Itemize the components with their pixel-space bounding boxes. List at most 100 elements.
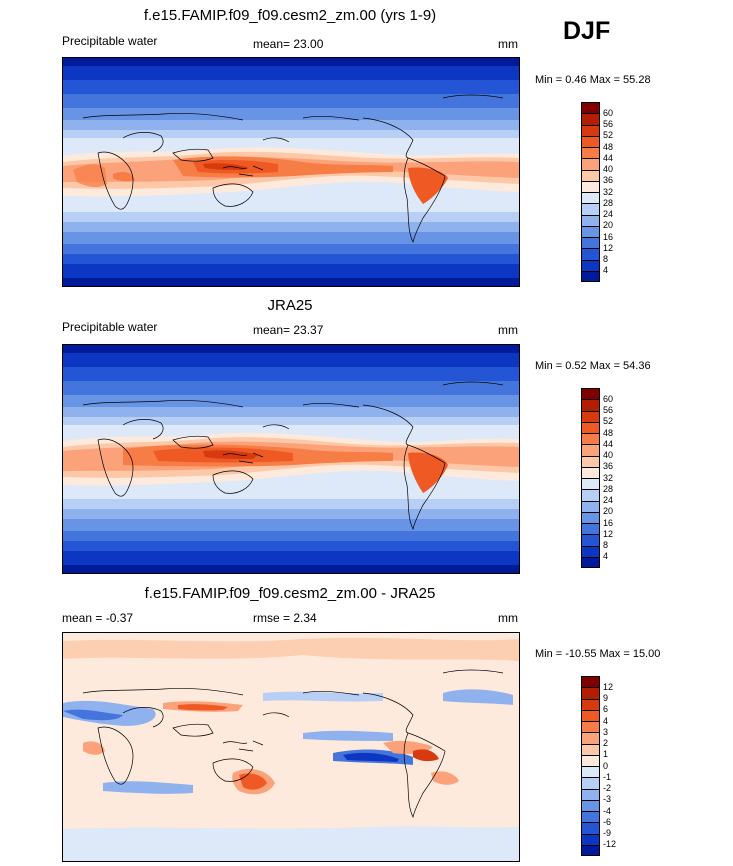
colorbar-tick-label: 1 <box>603 749 609 760</box>
colorbar-swatch <box>581 709 600 721</box>
panel-3-title: f.e15.FAMIP.f09_f09.cesm2_zm.00 - JRA25 <box>144 585 436 602</box>
panel-2-units: mm <box>498 323 518 337</box>
colorbar-swatch <box>581 478 600 490</box>
colorbar-tick-label: -2 <box>603 783 612 793</box>
season-label: DJF <box>563 17 611 45</box>
colorbar-swatch <box>581 511 600 523</box>
colorbar-swatch <box>581 844 600 856</box>
colorbar-swatch <box>581 822 600 834</box>
colorbar-swatch <box>581 180 600 192</box>
colorbar-swatch <box>581 534 600 546</box>
colorbar-swatch <box>581 225 600 237</box>
colorbar-tick-label: 20 <box>603 506 614 517</box>
colorbar-tick-label: 8 <box>603 254 609 264</box>
colorbar-tick-label: 48 <box>603 427 614 438</box>
colorbar-tick-label: 8 <box>603 540 609 550</box>
colorbar-tick-label: -12 <box>603 839 617 850</box>
colorbar-swatch <box>581 687 600 699</box>
panel-3-mean: mean = -0.37 <box>62 611 134 625</box>
colorbar-swatch <box>581 248 600 260</box>
colorbar-tick-label: 52 <box>603 130 614 141</box>
colorbar-swatch <box>581 169 600 181</box>
colorbar-frame <box>581 102 600 282</box>
colorbar-swatch <box>581 500 600 512</box>
panel-2-map-field <box>63 345 519 573</box>
colorbar-swatch <box>581 766 600 778</box>
panel-2-colorbar: 60 56 52 48 44 40 36 32 28 24 20 16 12 8 4 <box>581 388 613 568</box>
colorbar-tick-label: 60 <box>603 107 614 118</box>
colorbar-tick-label: 56 <box>603 119 614 129</box>
colorbar-swatch <box>581 489 600 501</box>
panel-3-colorbar: 12 9 6 4 3 2 1 0 -1 -2 -3 -4 -6 -9 -12 <box>581 676 616 856</box>
colorbar-tick-label: 52 <box>603 416 614 427</box>
panel-3-units: mm <box>498 611 518 625</box>
colorbar-tick-label: 56 <box>603 405 614 415</box>
panel-3-minmax: Min = -10.55 Max = 15.00 <box>535 648 661 660</box>
panel-1-minmax: Min = 0.46 Max = 55.28 <box>535 74 651 86</box>
colorbar-tick-label: 44 <box>603 152 614 163</box>
colorbar-swatch <box>581 466 600 478</box>
colorbar-tick-label: 48 <box>603 141 614 152</box>
colorbar-swatch <box>581 158 600 170</box>
panel-2-title: JRA25 <box>267 297 313 314</box>
colorbar-tick-label: 4 <box>603 551 609 562</box>
colorbar-tick-label: 32 <box>603 472 614 483</box>
colorbar-tick-label: 16 <box>603 231 614 242</box>
panel-2-map <box>62 344 520 574</box>
colorbar-swatch <box>581 455 600 467</box>
colorbar-swatch <box>581 799 600 811</box>
colorbar-swatch <box>581 788 600 800</box>
colorbar-swatch <box>581 237 600 249</box>
panel-1-map <box>62 57 520 287</box>
colorbar-tick-label: 12 <box>603 242 614 253</box>
colorbar-swatch <box>581 270 600 282</box>
colorbar-tick-label: -3 <box>603 794 612 805</box>
colorbar-tick-label: 4 <box>603 715 609 726</box>
colorbar-swatch <box>581 192 600 204</box>
colorbar-swatch <box>581 721 600 733</box>
colorbar-tick-label: -9 <box>603 828 612 838</box>
colorbar-swatch <box>581 698 600 710</box>
colorbar-swatch <box>581 523 600 535</box>
colorbar-tick-label: 2 <box>603 738 609 748</box>
colorbar-tick-label: 36 <box>603 461 614 472</box>
colorbar-tick-label: 44 <box>603 438 614 449</box>
panel-3-map-field <box>63 633 519 861</box>
colorbar-tick-label: 24 <box>603 495 614 505</box>
colorbar-swatch <box>581 399 600 411</box>
colorbar-tick-label: 6 <box>603 704 609 715</box>
colorbar-swatch <box>581 147 600 159</box>
colorbar-tick-label: -6 <box>603 816 612 827</box>
colorbar-tick-label: 0 <box>603 760 609 771</box>
colorbar-swatch <box>581 259 600 271</box>
panel-2-variable-label: Precipitable water <box>62 320 158 334</box>
colorbar-tick-label: 60 <box>603 393 614 404</box>
panel-1-title: f.e15.FAMIP.f09_f09.cesm2_zm.00 (yrs 1-9… <box>143 7 437 24</box>
panel-1-variable-label: Precipitable water <box>62 34 158 48</box>
colorbar-swatch <box>581 545 600 557</box>
colorbar-swatch <box>581 743 600 755</box>
colorbar-tick-label: 20 <box>603 220 614 231</box>
colorbar-tick-label: 40 <box>603 450 614 460</box>
colorbar-swatch <box>581 433 600 445</box>
colorbar-swatch <box>581 556 600 568</box>
colorbar-swatch <box>581 754 600 766</box>
colorbar-swatch <box>581 777 600 789</box>
colorbar-swatch <box>581 421 600 433</box>
colorbar-swatch <box>581 811 600 823</box>
colorbar-tick-label: 32 <box>603 186 614 197</box>
colorbar-swatch <box>581 444 600 456</box>
colorbar-swatch <box>581 214 600 226</box>
colorbar-tick-label: 28 <box>603 483 614 494</box>
colorbar-tick-label: 12 <box>603 528 614 539</box>
colorbar-tick-label: 24 <box>603 209 614 219</box>
panel-1-units: mm <box>498 37 518 51</box>
colorbar-tick-label: 3 <box>603 726 609 737</box>
colorbar-tick-label: 16 <box>603 517 614 528</box>
colorbar-tick-label: 36 <box>603 175 614 186</box>
colorbar-swatch <box>581 203 600 215</box>
colorbar-frame <box>581 676 600 856</box>
colorbar-swatch <box>581 410 600 422</box>
panel-1-mean: mean= 23.00 <box>253 37 324 51</box>
colorbar-swatch <box>581 833 600 845</box>
